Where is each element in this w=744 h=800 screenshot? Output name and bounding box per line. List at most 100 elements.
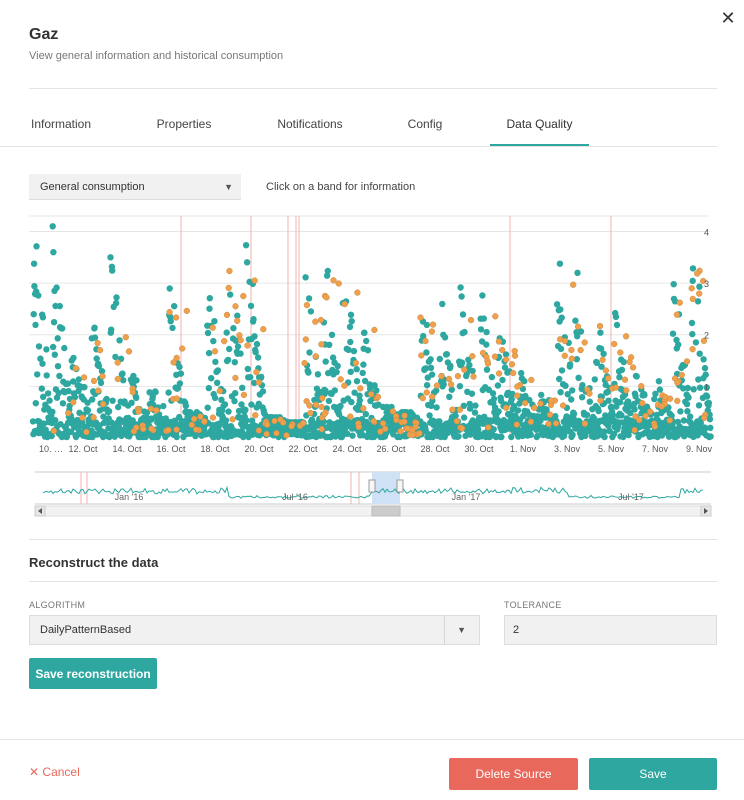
- x-tick-label: 3. Nov: [554, 444, 581, 454]
- reconstructed-point: [548, 397, 555, 404]
- tab-properties[interactable]: Properties: [156, 117, 212, 131]
- data-point: [64, 380, 72, 387]
- reconstructed-point: [211, 348, 219, 355]
- reconstructed-point: [561, 352, 568, 359]
- data-point: [472, 402, 479, 409]
- data-point: [53, 284, 60, 291]
- data-point: [427, 356, 434, 363]
- data-point: [112, 299, 120, 307]
- delete-source-button[interactable]: Delete Source: [449, 758, 578, 790]
- data-point: [520, 412, 527, 420]
- reconstructed-point: [638, 383, 645, 390]
- data-point: [84, 399, 91, 406]
- reconstructed-point: [393, 416, 400, 424]
- header-divider: [29, 88, 717, 89]
- data-point: [696, 350, 703, 357]
- x-tick-label: 7. Nov: [642, 444, 669, 454]
- reconstructed-point: [83, 428, 90, 436]
- reconstructed-point: [122, 334, 129, 341]
- data-point: [556, 375, 563, 383]
- data-point: [457, 284, 464, 291]
- data-point: [475, 426, 482, 434]
- series-dropdown-value: General consumption: [40, 181, 145, 193]
- tab-data-quality[interactable]: Data Quality: [490, 106, 589, 146]
- reconstruct-title: Reconstruct the data: [29, 555, 159, 570]
- navigator-handle-right[interactable]: [396, 479, 404, 493]
- reconstructed-point: [232, 303, 239, 310]
- data-point: [254, 354, 262, 361]
- y-tick-label: 4: [704, 227, 709, 237]
- reconstructed-point: [676, 299, 683, 306]
- tolerance-input[interactable]: [504, 615, 717, 645]
- data-point: [707, 433, 714, 440]
- data-point: [305, 369, 312, 376]
- reconstructed-point: [458, 425, 466, 432]
- data-point: [488, 373, 496, 381]
- data-point: [597, 329, 604, 336]
- data-point: [443, 351, 450, 358]
- data-point: [363, 337, 370, 345]
- data-point: [692, 339, 700, 346]
- data-point: [618, 366, 626, 373]
- navigator-selection[interactable]: [372, 472, 400, 504]
- series-dropdown[interactable]: General consumption ▼: [29, 174, 241, 200]
- reconstructed-point: [90, 377, 98, 385]
- data-point: [259, 388, 267, 395]
- navigator-handle-left[interactable]: [368, 479, 376, 493]
- data-point: [685, 394, 692, 401]
- data-point: [133, 377, 140, 384]
- data-point: [613, 321, 621, 329]
- algorithm-select[interactable]: DailyPatternBased ▼: [29, 615, 480, 645]
- reconstructed-point: [467, 316, 475, 324]
- reconstructed-point: [240, 292, 247, 300]
- save-button[interactable]: Save: [589, 758, 717, 790]
- reconstructed-point: [456, 406, 464, 413]
- close-icon[interactable]: ✕: [720, 8, 736, 28]
- data-point: [577, 328, 585, 335]
- reconstructed-point: [135, 408, 142, 415]
- data-point: [307, 308, 315, 315]
- x-tick-label: 5. Nov: [598, 444, 625, 454]
- reconstructed-point: [545, 420, 552, 428]
- reconstructed-point: [513, 421, 520, 428]
- data-point: [616, 399, 624, 406]
- data-point: [675, 341, 682, 348]
- tab-config[interactable]: Config: [407, 117, 443, 131]
- data-point: [210, 337, 217, 345]
- data-point: [48, 432, 55, 440]
- consumption-chart[interactable]: 1 2 3 4 10. … 12. Oct 14. Oct 16. Oct 18. Oct 20.…: [29, 214, 717, 520]
- tab-information[interactable]: Information: [30, 117, 92, 131]
- data-point: [677, 408, 684, 415]
- reconstructed-point: [556, 336, 564, 343]
- reconstructed-point: [147, 405, 155, 412]
- data-point: [128, 399, 135, 406]
- data-point: [204, 329, 212, 337]
- data-point: [346, 323, 354, 331]
- data-point: [359, 369, 366, 377]
- reconstructed-point: [148, 425, 155, 432]
- data-point: [52, 417, 59, 424]
- data-point: [337, 402, 344, 410]
- data-point: [564, 391, 571, 398]
- reconstructed-point: [688, 285, 695, 292]
- scrollbar-thumb[interactable]: [371, 505, 401, 517]
- reconstructed-point: [191, 415, 198, 423]
- reconstructed-point: [234, 317, 241, 324]
- data-point: [427, 364, 435, 371]
- data-point: [483, 328, 490, 336]
- reconstructed-point: [377, 428, 384, 435]
- cancel-button[interactable]: ✕ Cancel: [29, 765, 80, 779]
- tab-notifications[interactable]: Notifications: [277, 117, 343, 131]
- save-reconstruction-button[interactable]: Save reconstruction: [29, 658, 157, 689]
- algorithm-value: DailyPatternBased: [40, 624, 132, 636]
- data-point: [70, 378, 77, 385]
- reconstructed-point: [429, 321, 437, 328]
- reconstructed-point: [303, 301, 311, 309]
- data-point: [31, 283, 38, 290]
- data-point: [224, 356, 232, 364]
- data-point: [169, 324, 176, 332]
- data-point: [238, 428, 246, 435]
- data-point: [553, 301, 561, 308]
- reconstructed-point: [581, 339, 588, 346]
- data-point: [371, 382, 378, 389]
